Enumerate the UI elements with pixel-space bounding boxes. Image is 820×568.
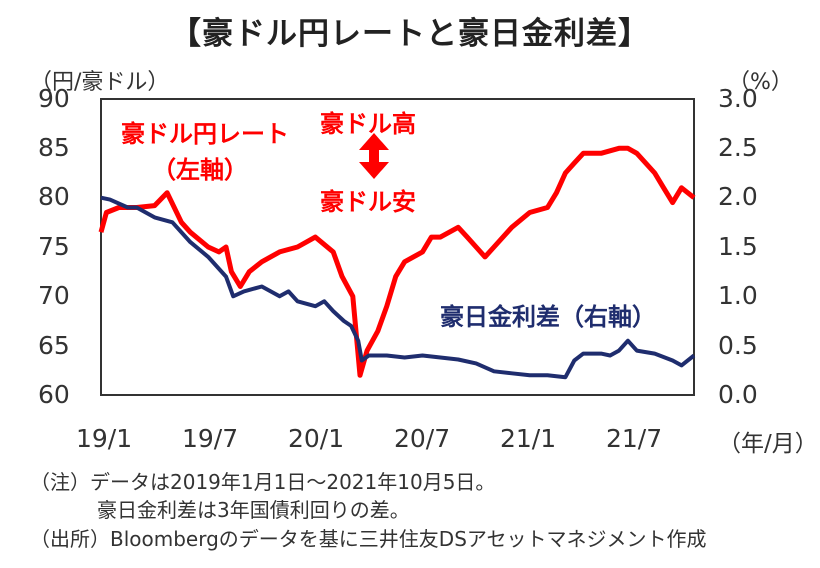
aud-jpy-rate-line	[98, 145, 696, 378]
x-tick-label: 21/1	[500, 424, 557, 453]
plot-frame	[100, 98, 695, 396]
left-tick-label: 70	[38, 281, 70, 310]
left-tick-label: 65	[38, 331, 70, 360]
left-axis-unit: （円/豪ドル）	[30, 70, 170, 95]
right-tick-label: 3.0	[718, 84, 758, 113]
left-tick-label: 75	[38, 232, 70, 261]
au-jp-yield-spread-line	[100, 195, 696, 380]
right-tick-label: 2.5	[718, 133, 758, 162]
x-tick-label: 20/7	[394, 424, 451, 453]
note-line-2: 豪日金利差は3年国債利回りの差。	[97, 498, 410, 522]
left-tick-label: 85	[38, 133, 70, 162]
note-line-1: （注）データは2019年1月1日～2021年10月5日。	[30, 470, 496, 494]
x-tick-label: 19/1	[76, 424, 133, 453]
arrow-up-head	[359, 133, 389, 150]
high-low-arrow	[359, 133, 389, 179]
high-label: 豪ドル高	[320, 110, 416, 138]
right-axis-unit: （%）	[728, 70, 793, 95]
note-line-3: （出所）Bloombergのデータを基に三井住友DSアセットマネジメント作成	[30, 527, 707, 551]
red-series-label: 豪ドル円レート	[121, 120, 289, 148]
arrow-shaft	[369, 149, 379, 163]
right-tick-label: 2.0	[718, 182, 758, 211]
x-tick-label: 21/7	[606, 424, 663, 453]
arrow-down-head	[359, 162, 389, 179]
x-tick-label: 20/1	[288, 424, 345, 453]
right-tick-label: 1.0	[718, 281, 758, 310]
red-series-axis-label: （左軸）	[152, 156, 248, 184]
right-tick-label: 0.5	[718, 331, 758, 360]
x-tick-label: 19/7	[182, 424, 239, 453]
chart-title: 【豪ドル円レートと豪日金利差】	[170, 16, 650, 52]
navy-series-label: 豪日金利差（右軸）	[440, 303, 656, 331]
left-tick-label: 80	[38, 182, 70, 211]
left-tick-label: 90	[38, 84, 70, 113]
left-tick-label: 60	[38, 380, 70, 409]
x-axis-unit: （年/月）	[718, 431, 818, 457]
low-label: 豪ドル安	[320, 188, 416, 216]
right-tick-label: 1.5	[718, 232, 758, 261]
right-tick-label: 0.0	[718, 380, 758, 409]
